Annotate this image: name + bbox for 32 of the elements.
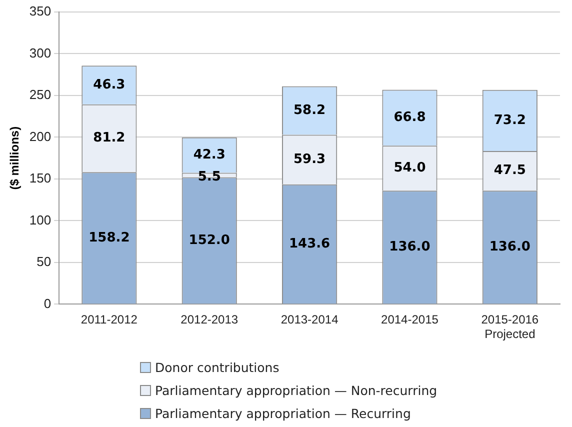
- data-label: 47.5: [494, 163, 526, 178]
- y-tick-label: 0: [44, 296, 52, 311]
- y-tick-label: 100: [29, 212, 52, 228]
- x-tick-label: 2012-2013: [180, 312, 238, 327]
- y-tick-label: 150: [29, 170, 52, 186]
- y-tick-label: 50: [36, 254, 52, 270]
- legend-label: Parliamentary appropriation — Recurring: [155, 406, 411, 421]
- x-tick-label: 2014-2015: [381, 312, 439, 327]
- data-label: 46.3: [93, 77, 126, 92]
- x-tick-label: 2011-2012: [80, 312, 138, 327]
- x-tick-label: 2013-2014: [280, 312, 339, 327]
- data-label: 42.3: [193, 147, 226, 162]
- data-label: 5.5: [198, 169, 221, 184]
- data-label: 81.2: [93, 130, 126, 146]
- y-tick-label: 200: [29, 128, 52, 144]
- data-label: 73.2: [494, 112, 526, 128]
- y-tick-label: 300: [29, 45, 52, 60]
- data-label: 158.2: [88, 230, 130, 246]
- legend-label: Donor contributions: [155, 360, 280, 375]
- data-label: 136.0: [389, 240, 430, 255]
- data-label: 54.0: [394, 160, 426, 176]
- y-axis-title: ($ millions): [8, 126, 22, 190]
- data-label: 58.2: [294, 102, 326, 118]
- data-label: 59.3: [294, 152, 326, 167]
- data-label: 143.6: [288, 236, 330, 252]
- data-label: 66.8: [394, 110, 426, 126]
- y-tick-label: 250: [29, 87, 52, 102]
- x-tick-label: 2015-2016 Projected: [481, 312, 539, 342]
- data-label: 136.0: [489, 240, 530, 255]
- y-tick-label: 350: [29, 4, 52, 19]
- legend-label: Parliamentary appropriation — Non-recurring: [155, 383, 438, 398]
- data-label: 152.0: [188, 232, 230, 248]
